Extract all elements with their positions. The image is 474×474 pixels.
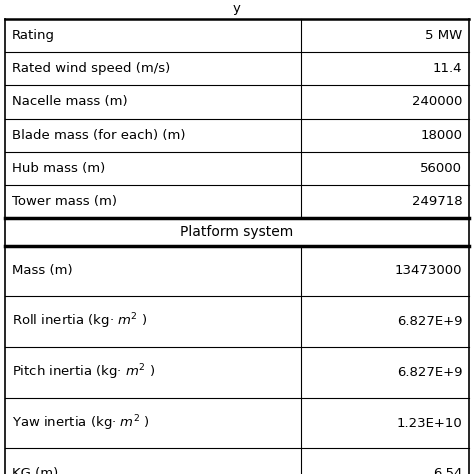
Text: 240000: 240000	[412, 95, 462, 109]
Text: Yaw inertia (kg· $m^{2}$ ): Yaw inertia (kg· $m^{2}$ )	[12, 413, 150, 433]
Text: 5 MW: 5 MW	[425, 29, 462, 42]
Text: 11.4: 11.4	[433, 62, 462, 75]
Text: 6.54: 6.54	[433, 467, 462, 474]
Text: Nacelle mass (m): Nacelle mass (m)	[12, 95, 128, 109]
Text: 56000: 56000	[420, 162, 462, 175]
Text: Platform system: Platform system	[181, 225, 293, 239]
Text: y: y	[233, 2, 241, 15]
Text: Mass (m): Mass (m)	[12, 264, 73, 277]
Text: 18000: 18000	[420, 128, 462, 142]
Text: Tower mass (m): Tower mass (m)	[12, 195, 117, 208]
Text: KG (m): KG (m)	[12, 467, 58, 474]
Text: Rating: Rating	[12, 29, 55, 42]
Text: 1.23E+10: 1.23E+10	[396, 417, 462, 429]
Text: Rated wind speed (m/s): Rated wind speed (m/s)	[12, 62, 170, 75]
Text: Roll inertia (kg· $m^{2}$ ): Roll inertia (kg· $m^{2}$ )	[12, 312, 147, 331]
Text: Pitch inertia (kg· $m^{2}$ ): Pitch inertia (kg· $m^{2}$ )	[12, 363, 155, 382]
Text: 13473000: 13473000	[395, 264, 462, 277]
Text: Blade mass (for each) (m): Blade mass (for each) (m)	[12, 128, 185, 142]
Text: 249718: 249718	[411, 195, 462, 208]
Text: Hub mass (m): Hub mass (m)	[12, 162, 105, 175]
Text: 6.827E+9: 6.827E+9	[397, 366, 462, 379]
Text: 6.827E+9: 6.827E+9	[397, 315, 462, 328]
